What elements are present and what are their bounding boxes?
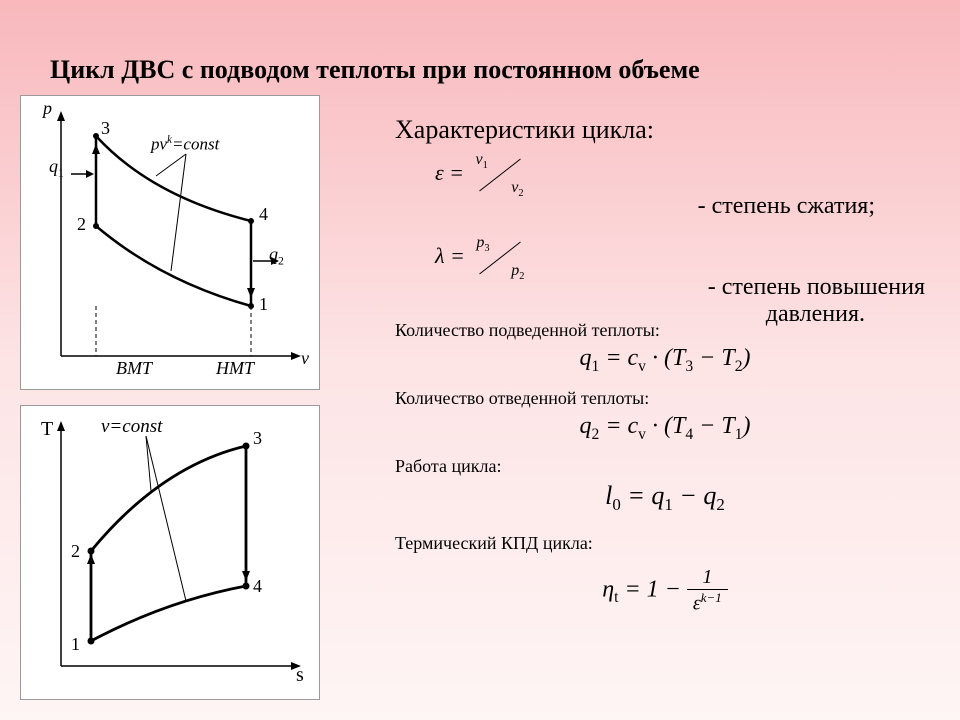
ts-pt4: 4 [253,576,262,597]
q2-equation: q2 = cv · (T4 − T1) [395,413,935,444]
pv-pt4: 4 [259,204,268,225]
work-label: Работа цикла: [395,456,935,477]
pv-diagram: p v 3 2 4 1 q1 q2 pvk=const BMT HMT [20,95,320,390]
pv-bmt: BMT [116,358,152,379]
page-title: Цикл ДВС с подводом теплоты при постоянн… [50,55,700,85]
pv-pt3: 3 [101,118,110,139]
ts-pt2: 2 [71,541,80,562]
ts-isochor-label: v=const [101,416,162,438]
pv-adiabat-label: pvk=const [151,134,219,155]
lambda-formula: λ = p3 p2 [435,238,935,278]
q1-equation: q1 = cv · (T3 − T2) [395,345,935,376]
ts-diagram: T s v=const 1 2 3 4 [20,405,320,700]
epsilon-desc: - степень сжатия; [395,193,935,220]
pv-axis-v: v [301,348,309,369]
characteristics-title: Характеристики цикла: [395,115,935,145]
lambda-desc: - степень повышения [395,274,935,301]
pv-q1: q1 [49,156,64,180]
content-block: Характеристики цикла: ε = v1 v2 - степен… [395,115,935,619]
ts-pt1: 1 [71,634,80,655]
pv-q2: q2 [269,244,284,268]
q2-label: Количество отведенной теплоты: [395,388,935,409]
eff-equation: ηt = 1 − 1 εk−1 [395,566,935,616]
work-equation: l0 = q1 − q2 [395,481,935,515]
pv-hmt: HMT [216,358,254,379]
pv-pt2: 2 [77,214,86,235]
ts-pt3: 3 [253,428,262,449]
eff-label: Термический КПД цикла: [395,533,935,554]
ts-axis-t: T [41,418,53,441]
pv-axis-p: p [43,98,52,119]
pv-pt1: 1 [259,294,268,315]
ts-axis-s: s [296,664,304,687]
epsilon-formula: ε = v1 v2 [435,155,935,195]
